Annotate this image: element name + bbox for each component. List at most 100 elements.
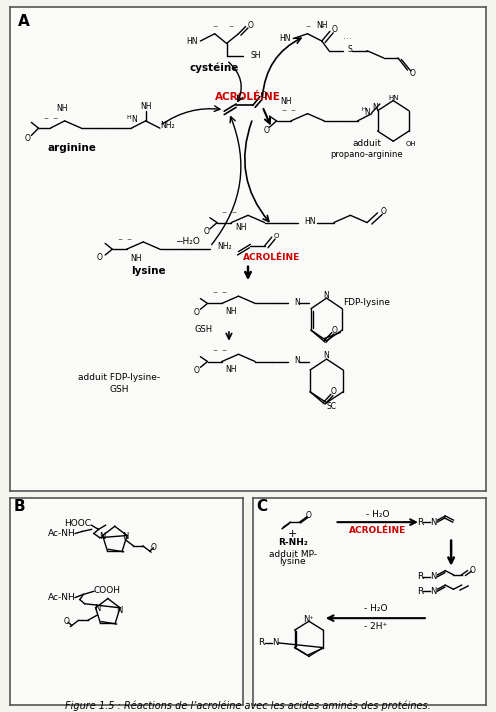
Text: N⁺: N⁺ <box>303 614 314 624</box>
Text: HN: HN <box>279 34 291 43</box>
Text: cystéine: cystéine <box>190 63 240 73</box>
Text: N: N <box>364 108 370 117</box>
Text: - 2H⁺: - 2H⁺ <box>364 622 387 631</box>
Text: C: C <box>257 499 268 514</box>
Text: N: N <box>131 115 136 124</box>
Text: ⁻: ⁻ <box>231 210 236 220</box>
Text: O: O <box>263 125 269 135</box>
Text: HN: HN <box>388 95 398 100</box>
Text: NH: NH <box>57 104 68 113</box>
Text: ⁻: ⁻ <box>117 237 122 247</box>
Text: HN: HN <box>186 36 198 46</box>
Text: ⁻: ⁻ <box>222 290 227 300</box>
Text: R: R <box>417 572 423 582</box>
Text: N: N <box>431 587 437 596</box>
Text: B: B <box>13 499 25 514</box>
Text: N: N <box>122 532 128 541</box>
Text: ⁻: ⁻ <box>53 116 58 126</box>
Text: O: O <box>274 233 279 239</box>
Text: O: O <box>151 543 157 552</box>
Text: O: O <box>248 21 253 30</box>
Text: H: H <box>361 108 365 112</box>
Text: O: O <box>469 566 475 575</box>
Text: ACROLÉINE: ACROLÉINE <box>349 526 406 535</box>
Text: N: N <box>323 351 329 360</box>
Text: O: O <box>332 325 338 335</box>
Text: ⁻: ⁻ <box>305 24 310 34</box>
Text: N: N <box>295 298 301 307</box>
Text: HOOC: HOOC <box>64 518 91 528</box>
Text: O: O <box>261 90 267 100</box>
Text: O: O <box>306 511 311 520</box>
Text: NH: NH <box>280 97 292 106</box>
Text: GSH: GSH <box>110 385 129 394</box>
Text: Figure 1.5 : Réactions de l’acroléine avec les acides aminés des protéines.: Figure 1.5 : Réactions de l’acroléine av… <box>65 700 431 711</box>
Text: O: O <box>97 253 102 263</box>
Text: S: S <box>347 46 352 54</box>
Text: NH: NH <box>316 21 327 30</box>
Text: N: N <box>99 532 105 541</box>
Text: COOH: COOH <box>94 586 121 595</box>
Text: SH: SH <box>250 51 261 60</box>
Text: ⁻: ⁻ <box>43 116 48 126</box>
Text: O: O <box>193 308 199 317</box>
Text: NH: NH <box>226 365 237 374</box>
Text: SC: SC <box>326 402 336 411</box>
Text: O: O <box>193 366 199 375</box>
Text: N: N <box>272 639 278 647</box>
Text: ⁻: ⁻ <box>222 348 227 358</box>
Text: NH₂: NH₂ <box>217 242 232 251</box>
Text: - H₂O: - H₂O <box>364 604 387 613</box>
Text: ⁻: ⁻ <box>212 290 217 300</box>
Text: GSH: GSH <box>194 325 212 334</box>
Text: ⁻: ⁻ <box>229 24 234 34</box>
Text: NH: NH <box>130 254 142 263</box>
Text: ACROLÉINE: ACROLÉINE <box>215 92 281 102</box>
Text: ⁻: ⁻ <box>319 24 324 34</box>
Text: O: O <box>331 387 337 397</box>
Text: N: N <box>431 572 437 582</box>
Text: O: O <box>381 207 387 216</box>
Text: ⁻: ⁻ <box>212 24 217 34</box>
Text: Ac-NH: Ac-NH <box>48 529 75 538</box>
Text: ⁻: ⁻ <box>126 237 131 247</box>
Text: - H₂O: - H₂O <box>366 511 389 520</box>
Text: N: N <box>431 518 437 527</box>
Text: R-NH₂: R-NH₂ <box>278 538 308 548</box>
Text: N: N <box>323 290 329 300</box>
Text: Ac-NH: Ac-NH <box>48 593 75 602</box>
Text: O: O <box>409 70 415 78</box>
Text: lysine: lysine <box>130 266 165 276</box>
Text: O: O <box>63 617 69 626</box>
Text: R: R <box>258 639 265 647</box>
Text: O: O <box>332 26 338 34</box>
Text: adduit MP-: adduit MP- <box>269 550 316 559</box>
Text: ⁻: ⁻ <box>212 348 217 358</box>
Text: H: H <box>126 115 131 120</box>
Text: O: O <box>25 135 31 143</box>
Text: −H₂O: −H₂O <box>176 237 200 246</box>
Text: OH: OH <box>406 141 417 147</box>
Text: NH: NH <box>235 223 247 232</box>
Text: NH: NH <box>226 307 237 315</box>
Text: R: R <box>417 587 423 596</box>
Text: adduit: adduit <box>353 139 381 148</box>
Text: ⁻: ⁻ <box>281 109 286 119</box>
Text: NH: NH <box>140 102 151 111</box>
Text: N: N <box>372 103 378 112</box>
Text: ⁻: ⁻ <box>222 210 227 220</box>
Text: FDP-lysine: FDP-lysine <box>344 298 390 307</box>
Text: N: N <box>295 356 301 365</box>
Text: arginine: arginine <box>48 142 96 152</box>
Text: adduit FDP-lysine-: adduit FDP-lysine- <box>78 373 161 382</box>
Text: R: R <box>417 518 423 527</box>
Text: lysine: lysine <box>279 557 306 566</box>
Text: A: A <box>18 14 30 29</box>
Text: N: N <box>94 604 101 613</box>
Text: ACROLÉINE: ACROLÉINE <box>243 253 301 263</box>
Text: N: N <box>116 607 123 615</box>
Text: O: O <box>203 227 209 236</box>
Text: +: + <box>288 528 297 538</box>
Text: propano-arginine: propano-arginine <box>331 150 403 159</box>
Text: NH₂: NH₂ <box>160 121 175 130</box>
